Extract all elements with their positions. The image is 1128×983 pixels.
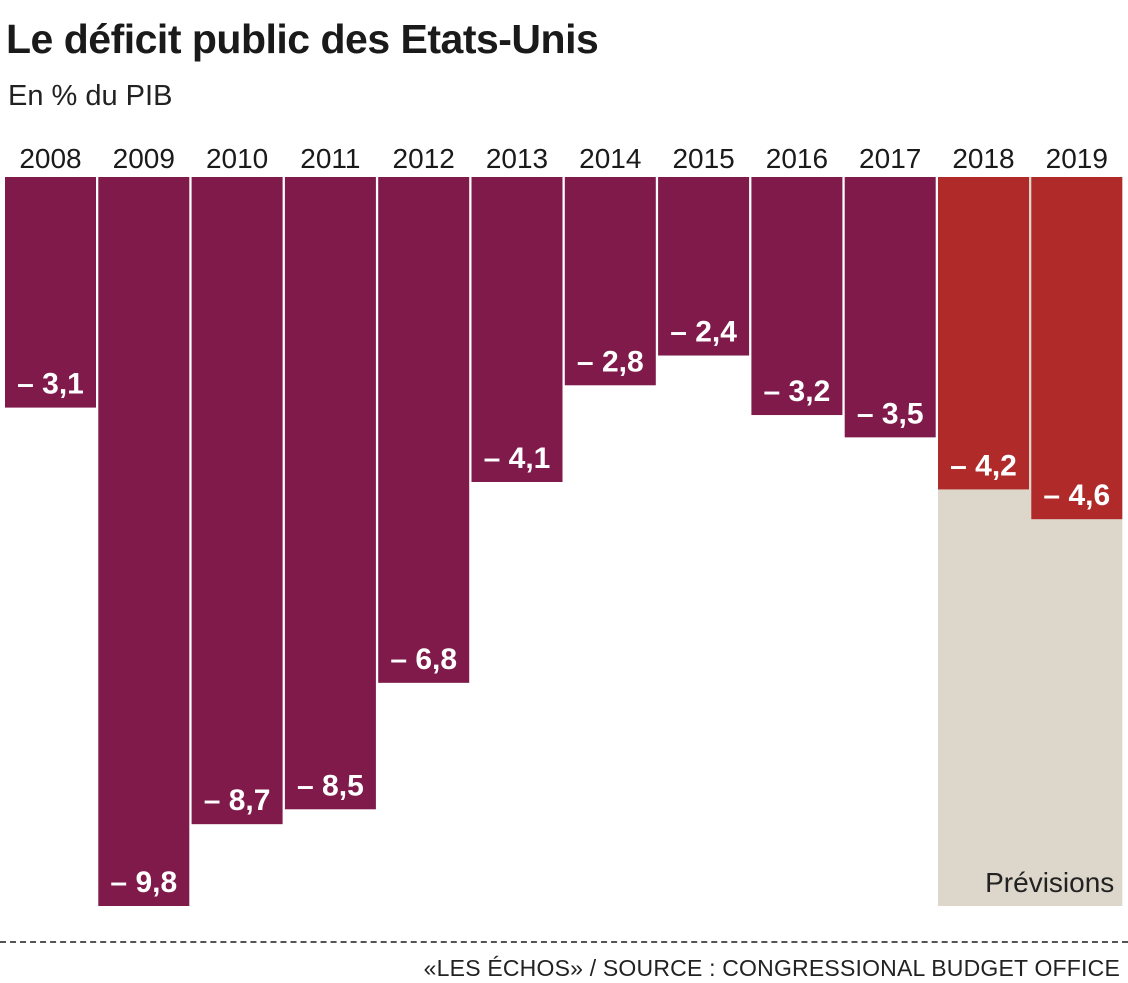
year-label: 2011 (300, 143, 360, 174)
value-label: – 2,8 (577, 345, 644, 378)
year-label: 2017 (859, 143, 921, 174)
footer-divider (0, 941, 1128, 943)
bar-2010 (191, 177, 283, 825)
year-label: 2012 (393, 143, 455, 174)
value-label: – 8,5 (297, 769, 364, 802)
source-credit: «LES ÉCHOS» / SOURCE : CONGRESSIONAL BUD… (423, 955, 1120, 981)
chart-title: Le déficit public des Etats-Unis (6, 16, 599, 62)
value-label: – 4,1 (484, 442, 551, 475)
forecast-label: Prévisions (985, 867, 1114, 898)
bar-2011 (284, 177, 376, 810)
value-label: – 9,8 (110, 866, 177, 899)
bar-2013 (471, 177, 563, 482)
year-label: 2013 (486, 143, 548, 174)
value-label: – 4,6 (1043, 479, 1110, 512)
year-label: 2018 (952, 143, 1014, 174)
value-label: – 3,2 (764, 375, 831, 408)
year-label: 2010 (206, 143, 268, 174)
year-label: 2016 (766, 143, 828, 174)
value-label: – 3,5 (857, 397, 924, 430)
year-label: 2008 (19, 143, 81, 174)
bar-2016 (751, 177, 843, 416)
bar-2014 (564, 177, 656, 386)
year-label: 2019 (1046, 143, 1108, 174)
value-label: – 3,1 (17, 368, 84, 401)
bar-2009 (98, 177, 190, 906)
year-label: 2014 (579, 143, 641, 174)
bar-2018 (938, 177, 1029, 490)
bar-2008 (5, 177, 96, 408)
chart-subtitle: En % du PIB (8, 80, 173, 112)
bar-chart: Prévisions 2008 – 3,1 2009 – 9,8 2010 – 8,7 201… (5, 143, 1123, 906)
value-label: – 4,2 (950, 449, 1017, 482)
bar-2017 (844, 177, 936, 438)
year-label: 2015 (672, 143, 734, 174)
year-label: 2009 (113, 143, 175, 174)
value-label: – 8,7 (204, 784, 271, 817)
bar-2012 (378, 177, 470, 683)
value-label: – 2,4 (670, 316, 737, 349)
bar-2015 (658, 177, 750, 356)
bar-2019 (1031, 177, 1123, 520)
value-label: – 6,8 (390, 643, 457, 676)
